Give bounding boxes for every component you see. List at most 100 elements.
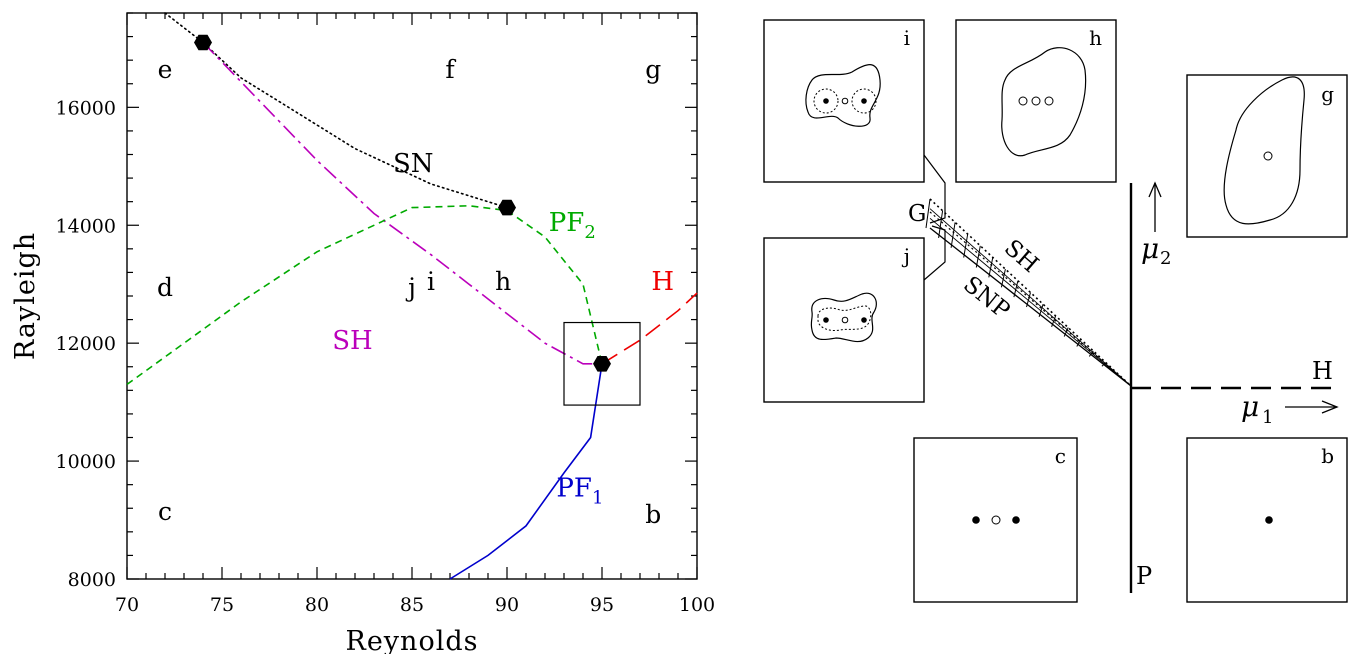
x-tick-label: 90 <box>495 594 519 616</box>
mu2-label: μ <box>1141 232 1159 265</box>
curve-label-pf1: PF1 <box>556 473 603 508</box>
stable-point <box>861 98 867 104</box>
marker-group <box>194 34 611 372</box>
mu2-subscript: 2 <box>1160 248 1171 269</box>
region-label-h: h <box>495 267 511 296</box>
unstable-point <box>1263 151 1273 161</box>
bifurcation-point-marker <box>593 356 611 372</box>
stable-point <box>861 317 867 323</box>
stable-point <box>823 317 829 323</box>
panel-label-i: i <box>904 26 910 50</box>
y-tick-label: 10000 <box>56 451 116 473</box>
series-sn-line <box>164 12 508 209</box>
hatched-wedge <box>925 198 1132 387</box>
unfolding-diagram: G SH SNP H P μ 2 μ 1 i <box>763 19 1348 603</box>
orbit-outer <box>805 64 881 127</box>
bracket-to-i <box>923 154 946 224</box>
region-label-b: b <box>645 500 661 529</box>
snp-boundary <box>929 227 1132 387</box>
x-tick-label: 85 <box>400 594 424 616</box>
curve-label-sh: SH <box>332 326 373 356</box>
g-label: G <box>908 201 926 227</box>
hatch-line <box>963 234 969 258</box>
y-tick-label: 12000 <box>56 333 116 355</box>
y-tick-label: 14000 <box>56 215 116 237</box>
unstable-point <box>841 316 849 324</box>
hatch-line <box>925 198 931 229</box>
curve-label-pf2: PF2 <box>549 208 596 243</box>
panel-h: h <box>955 19 1117 183</box>
orbit-outer <box>1001 47 1087 157</box>
panel-b: b <box>1186 437 1348 603</box>
region-label-e: e <box>158 55 173 84</box>
hatch-line <box>938 210 944 238</box>
x-tick-label: 75 <box>210 594 234 616</box>
panel-label-j: j <box>902 244 910 268</box>
mu2-arrow <box>1148 181 1162 232</box>
curve-label-sn: SN <box>393 149 434 179</box>
region-label-j: j <box>405 273 416 302</box>
snp-label: SNP <box>958 271 1014 324</box>
y-axis-label: Rayleigh <box>10 232 41 360</box>
panel-label-g: g <box>1321 82 1334 106</box>
bifurcation-point-marker <box>194 34 212 51</box>
series-h-line <box>601 292 698 365</box>
mu1-label: μ <box>1241 390 1259 423</box>
stable-point <box>1265 516 1273 524</box>
h-label: H <box>1312 357 1333 385</box>
x-tick-label: 70 <box>115 594 139 616</box>
region-labels: e f g d j i h c b <box>157 55 661 529</box>
unstable-point <box>1018 96 1028 106</box>
hatch-line <box>929 217 1132 387</box>
region-label-g: g <box>645 55 661 84</box>
axis-ticks <box>126 12 698 580</box>
x-tick-label: 95 <box>590 594 614 616</box>
panel-label-h: h <box>1089 26 1102 50</box>
bifurcation-chart: 70 75 80 85 90 95 100 8000 10000 12000 14000 16000… <box>10 12 715 654</box>
orbit-dotted <box>817 305 872 331</box>
series-pf2-line <box>126 204 603 386</box>
inset-box <box>563 321 641 406</box>
x-tick-label: 100 <box>679 594 715 616</box>
y-tick-label: 8000 <box>68 569 116 591</box>
mu1-arrow <box>1285 400 1339 414</box>
panel-c: c <box>913 437 1078 603</box>
y-tick-label: 16000 <box>56 97 116 119</box>
sh-label: SH <box>999 235 1043 278</box>
region-label-d: d <box>157 273 173 302</box>
curve-labels: SN PF2 H SH PF1 <box>332 149 674 508</box>
unstable-point <box>1044 96 1054 106</box>
region-label-i: i <box>427 267 435 296</box>
unstable-point <box>841 97 849 105</box>
bracket-to-j <box>923 225 946 281</box>
unstable-point <box>1031 96 1041 106</box>
stable-point <box>1012 516 1020 524</box>
panel-g: g <box>1186 74 1348 238</box>
panel-label-c: c <box>1055 444 1066 468</box>
x-tick-label: 80 <box>305 594 329 616</box>
inset-box-group <box>563 321 641 406</box>
panel-i: i <box>763 19 925 183</box>
x-axis-label: Reynolds <box>346 626 479 654</box>
series-pf1-line <box>449 363 603 580</box>
region-label-f: f <box>445 55 456 84</box>
p-label: P <box>1136 562 1152 590</box>
orbit-outer <box>810 292 877 343</box>
orbit-dotted-right <box>851 88 877 114</box>
region-label-c: c <box>158 497 172 526</box>
orbit-dotted-left <box>813 88 839 114</box>
hatch-line <box>975 245 981 268</box>
stable-point <box>823 98 829 104</box>
stable-point <box>972 516 980 524</box>
sh-boundary-dotted <box>929 198 1132 387</box>
x-tick-labels: 70 75 80 85 90 95 100 <box>115 594 715 616</box>
sh-boundary-dotted-2 <box>929 211 1132 387</box>
panel-label-b: b <box>1321 444 1334 468</box>
orbit-outer <box>1223 76 1305 225</box>
mu1-subscript: 1 <box>1262 407 1273 428</box>
panel-j: j <box>763 237 925 403</box>
y-tick-labels: 8000 10000 12000 14000 16000 <box>56 97 116 591</box>
hatch-line <box>950 222 956 248</box>
unstable-point <box>991 515 1001 525</box>
